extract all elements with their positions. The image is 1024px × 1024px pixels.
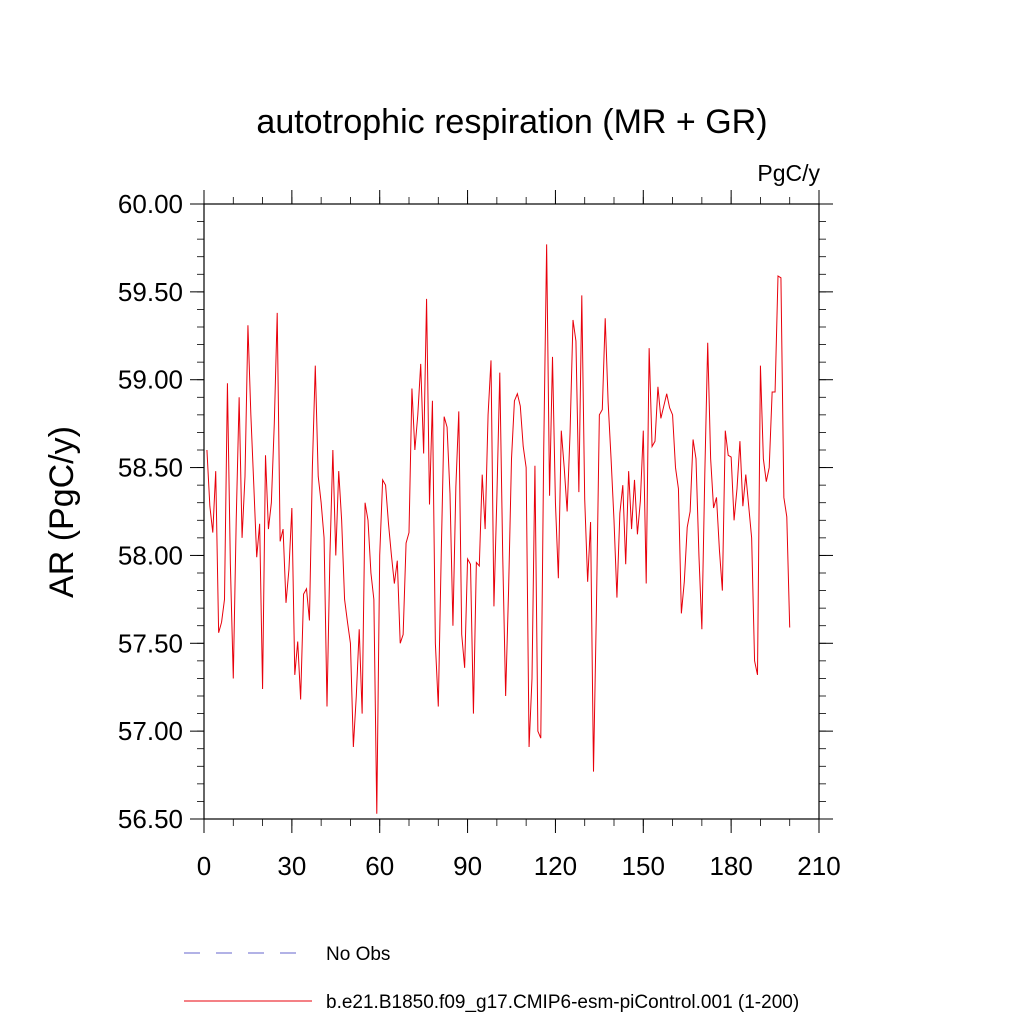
x-tick-label: 150 [622, 851, 665, 881]
plot-frame [203, 203, 820, 820]
y-tick-label: 59.00 [118, 365, 183, 395]
y-tick-label: 58.50 [118, 453, 183, 483]
x-tick-label: 120 [534, 851, 577, 881]
chart-title: autotrophic respiration (MR + GR) [256, 103, 767, 141]
y-tick-label: 57.00 [118, 716, 183, 746]
y-tick-label: 59.50 [118, 277, 183, 307]
axis-ticks [190, 190, 833, 833]
axis-tick-labels: 0 30 60 90 120 150 180 210 56.50 57.00 57.50 58.00 5… [118, 189, 841, 881]
y-tick-label: 56.50 [118, 804, 183, 834]
y-tick-label: 57.50 [118, 628, 183, 658]
units-label: PgC/y [757, 160, 820, 186]
x-tick-label: 90 [453, 851, 482, 881]
y-tick-label: 58.00 [118, 540, 183, 570]
x-tick-label: 210 [797, 851, 840, 881]
y-tick-label: 60.00 [118, 189, 183, 219]
y-axis-label: AR (PgC/y) [43, 426, 81, 598]
legend-label: b.e21.B1850.f09_g17.CMIP6-esm-piControl.… [326, 992, 799, 1013]
series-layer [206, 244, 791, 814]
x-tick-label: 0 [197, 851, 211, 881]
x-tick-label: 30 [277, 851, 306, 881]
series-line [206, 244, 791, 814]
legend-label: No Obs [326, 944, 390, 965]
x-tick-label: 60 [365, 851, 394, 881]
x-tick-label: 180 [709, 851, 752, 881]
legend: No Obs b.e21.B1850.f09_g17.CMIP6-esm-piCo… [184, 944, 799, 1013]
